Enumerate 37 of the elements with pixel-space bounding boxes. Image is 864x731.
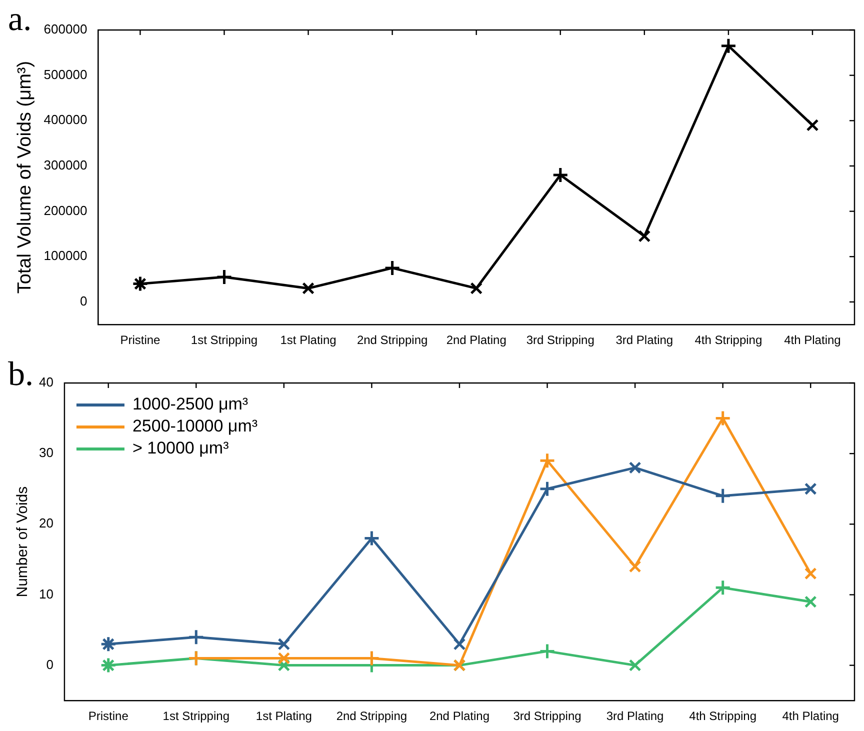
y-tick-label: 40 xyxy=(38,374,54,390)
x-tick-label: 1st Stripping xyxy=(162,709,230,724)
y-tick-label: 20 xyxy=(38,516,54,531)
y-tick-label: 30 xyxy=(38,445,54,460)
x-tick-label: 1st Plating xyxy=(280,333,336,348)
y-axis-title: Number of Voids xyxy=(14,486,32,598)
x-tick-label: 2nd Plating xyxy=(429,709,490,724)
x-tick-label: 1st Plating xyxy=(256,709,312,724)
x-tick-label: 3rd Plating xyxy=(606,709,664,724)
y-tick-label: 0 xyxy=(80,294,88,309)
x-tick-label: 4th Stripping xyxy=(689,709,757,724)
legend-label: > 10000 μm³ xyxy=(132,438,230,458)
x-tick-label: 4th Plating xyxy=(782,709,839,724)
chart-title: a. xyxy=(8,0,32,38)
x-tick-label: 1st Stripping xyxy=(190,333,258,348)
x-tick-label: 2nd Stripping xyxy=(356,333,428,348)
x-tick-label: Pristine xyxy=(120,333,161,348)
y-tick-label: 400000 xyxy=(44,112,88,128)
y-axis-title: Total Volume of Voids (μm³) xyxy=(14,60,36,294)
x-tick-label: 4th Plating xyxy=(784,333,841,348)
x-tick-label: 3rd Stripping xyxy=(513,709,582,724)
y-tick-label: 0 xyxy=(46,656,54,672)
chart-title: b. xyxy=(8,356,34,393)
y-tick-label: 300000 xyxy=(44,158,88,173)
y-tick-label: 200000 xyxy=(44,202,88,218)
x-tick-label: 3rd Plating xyxy=(616,333,674,348)
x-tick-label: 3rd Stripping xyxy=(526,333,594,348)
y-tick-label: 600000 xyxy=(44,22,88,37)
x-tick-label: 4th Stripping xyxy=(694,333,762,348)
y-tick-label: 10 xyxy=(38,586,54,602)
x-tick-label: Pristine xyxy=(88,709,129,724)
x-tick-label: 2nd Stripping xyxy=(336,709,408,724)
x-tick-label: 2nd Plating xyxy=(446,333,506,348)
y-tick-label: 100000 xyxy=(44,248,88,264)
y-tick-label: 500000 xyxy=(44,66,88,82)
legend-label: 1000-2500 μm³ xyxy=(132,394,248,414)
legend-label: 2500-10000 μm³ xyxy=(132,416,258,436)
